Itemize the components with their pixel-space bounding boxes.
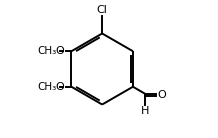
Text: CH₃: CH₃ [38, 46, 57, 56]
Text: O: O [157, 90, 166, 100]
Text: O: O [56, 82, 65, 92]
Text: H: H [141, 106, 149, 116]
Text: Cl: Cl [97, 5, 108, 15]
Text: CH₃: CH₃ [38, 82, 57, 92]
Text: O: O [56, 46, 65, 56]
